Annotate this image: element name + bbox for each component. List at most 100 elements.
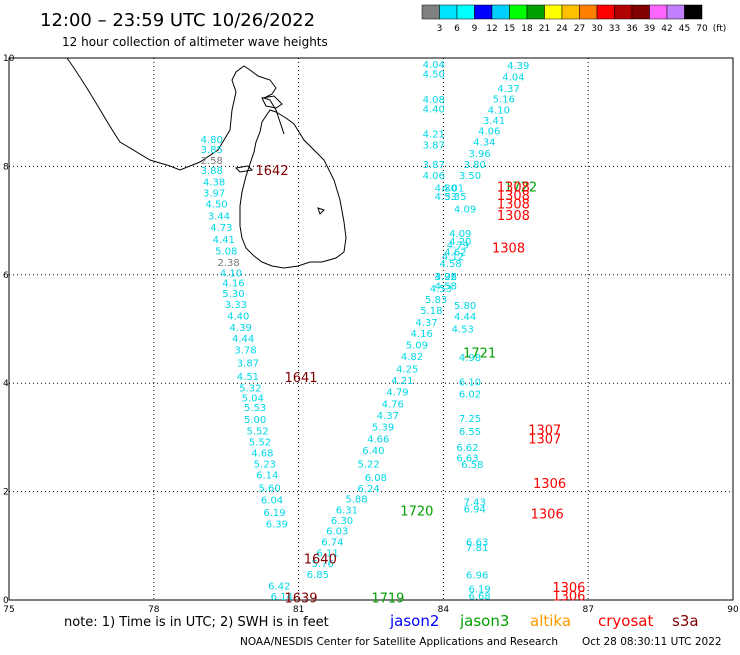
satellite-label-altika: altika [530,612,571,630]
footer-credit: NOAA/NESDIS Center for Satellite Applica… [240,636,558,648]
swh-value: 4.30 [435,184,457,195]
swh-value: 4.53 [452,324,474,335]
x-tick-label: 78 [148,605,160,615]
pass-time-label: 1308 [497,209,530,224]
legend-swatch [526,4,545,20]
swh-value: 6.31 [336,505,358,516]
swh-value: 6.24 [357,484,379,495]
swh-value: 5.53 [244,403,266,414]
swh-value: 6.19 [263,508,285,519]
swh-value: 4.44 [454,312,476,323]
y-tick-label: 0 [3,596,9,606]
swh-value: 6.94 [464,504,486,515]
swh-value: 4.08 [423,95,445,106]
swh-value: 4.76 [382,399,404,410]
pass-time-label: 1640 [304,552,337,567]
swh-value: 3.50 [459,171,481,182]
swh-value: 3.87 [423,141,445,152]
swh-value: 7.43 [464,497,486,508]
map-grid [9,58,733,600]
footer-note: note: 1) Time is in UTC; 2) SWH is in fe… [64,615,329,630]
swh-value: 5.09 [406,341,428,352]
legend-label: 70 [696,24,708,34]
swh-value: 6.63 [466,537,488,548]
swh-value: 6.04 [261,496,283,507]
legend-label: 21 [539,24,550,34]
swh-value: 3.88 [201,166,223,177]
india-coastline [66,57,285,171]
swh-value: 4.50 [423,70,445,81]
satellite-label-cryosat: cryosat [598,612,653,630]
legend-label: 27 [574,24,585,34]
swh-value: 2.58 [201,156,223,167]
footer-timestamp: Oct 28 08:30:11 UTC 2022 [582,636,722,648]
swh-value: 4.58 [435,282,457,293]
swh-value: 4.62 [444,247,466,258]
swh-value: 6.96 [466,571,488,582]
legend-label: 33 [609,24,620,34]
swh-value: 5.80 [454,301,476,312]
pass-time-label: 1306 [552,581,585,596]
swh-value: 5.23 [254,459,276,470]
pass-time-label: 1308 [497,180,530,195]
pass-time-label: 1307 [528,423,561,438]
swh-value: 6.14 [271,592,293,603]
legend-label: 12 [486,24,497,34]
legend-swatch [684,4,703,20]
pass-time-label: 1722 [504,180,537,195]
swh-value: 4.06 [478,127,500,138]
swh-value: 4.82 [401,352,423,363]
y-tick-label: 2 [3,488,9,498]
swh-value: 6.68 [468,592,490,603]
swh-value: 3.80 [464,160,486,171]
swh-value: 4.16 [222,278,244,289]
swh-value: 4.25 [396,365,418,376]
swh-value: 4.37 [415,318,437,329]
legend-label: 45 [679,24,690,34]
legend-swatch [544,4,563,20]
x-tick-label: 81 [293,605,304,615]
x-axis-ticks: 75 78 81 84 87 90 [3,605,739,615]
swh-value: 4.20 [449,237,471,248]
pass-time-label: 1306 [531,507,564,522]
legend-swatch [649,4,668,20]
pass-time-label: 1641 [284,371,317,386]
legend-label: 6 [454,24,460,34]
pass-time-label: 1308 [497,197,530,212]
legend-swatch [439,4,458,20]
swh-value: 5.08 [215,246,237,257]
swh-value: 4.06 [423,171,445,182]
swh-value: 4.39 [507,61,529,72]
swh-value: 4.10 [220,269,242,280]
y-axis-ticks: 0 2 4 6 8 10 [3,54,15,606]
swh-value: 6.74 [321,537,343,548]
satellite-label-jason2: jason2 [389,612,439,630]
swh-value: 6.63 [456,453,478,464]
swh-value: 6.08 [365,473,387,484]
swh-value: 7.81 [466,543,488,554]
swh-value: 4.40 [227,311,249,322]
swh-value: 4.10 [488,105,510,116]
swh-value: 6.40 [362,446,384,457]
swh-value: 4.09 [454,205,476,216]
legend-swatch [474,4,493,20]
pass-time-label: 1719 [371,591,404,606]
pass-time-label: 1306 [552,590,585,605]
x-tick-label: 84 [438,605,450,615]
legend-label: 9 [472,24,478,34]
legend-label: 3 [437,24,443,34]
jaffna-peninsula [261,95,283,109]
swh-value: 2.38 [217,258,239,269]
swh-value: 6.42 [268,581,290,592]
swh-value: 5.04 [242,393,264,404]
y-tick-label: 8 [3,162,9,172]
swh-value: 6.11 [316,548,338,559]
legend-swatch [596,4,615,20]
swh-value: 4.37 [497,84,519,95]
swh-value: 4.80 [201,135,223,146]
swh-value: 3.78 [234,346,256,357]
legend-swatch [631,4,650,20]
swh-value: 6.02 [459,389,481,400]
swh-value: 3.96 [468,149,490,160]
swh-value: 4.50 [205,199,227,210]
